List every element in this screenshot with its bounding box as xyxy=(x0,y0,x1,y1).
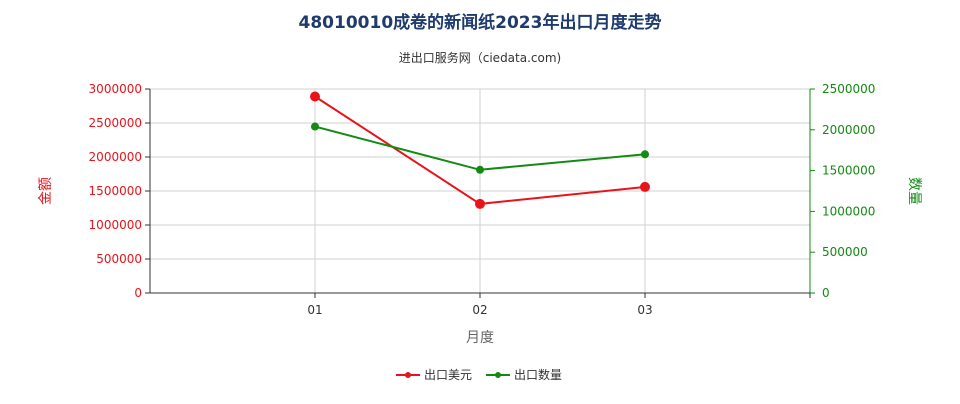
legend-swatch-marker xyxy=(495,372,501,378)
y-right-tick-label: 500000 xyxy=(822,245,868,259)
axes: 0 500000 1000000 1500000 2000000 2500000 30000… xyxy=(89,82,876,317)
x-tick-label: 03 xyxy=(637,303,652,317)
legend-label: 出口数量 xyxy=(514,367,562,382)
x-axis-label: 月度 xyxy=(466,330,494,346)
legend-label: 出口美元 xyxy=(424,368,472,382)
y-axis-left-label: 金额 xyxy=(38,177,54,205)
series-1-point xyxy=(310,91,320,102)
y-right-tick-label: 1500000 xyxy=(822,164,875,178)
y-right-tick-label: 0 xyxy=(822,286,830,300)
legend-swatch-marker xyxy=(405,372,411,378)
series-1-point xyxy=(640,181,650,192)
y-left-tick-label: 3000000 xyxy=(89,82,142,96)
legend-item: 出口数量 xyxy=(486,367,562,382)
y-left-tick-label: 500000 xyxy=(96,252,142,266)
series-layer xyxy=(310,91,650,209)
y-right-tick-label: 1000000 xyxy=(822,204,875,218)
series-2-point xyxy=(476,165,484,174)
series-2-point xyxy=(311,122,319,131)
series-2-point xyxy=(641,150,649,159)
chart-subtitle: 进出口服务网（ciedata.com) xyxy=(399,50,561,65)
y-right-tick-label: 2000000 xyxy=(822,123,875,137)
chart-title: 48010010成卷的新闻纸2023年出口月度走势 xyxy=(299,12,662,33)
y-axis-right-label: 数量 xyxy=(906,177,922,205)
y-left-tick-label: 2500000 xyxy=(89,116,142,130)
y-left-tick-label: 1500000 xyxy=(89,184,142,198)
legend-item: 出口美元 xyxy=(396,368,472,382)
y-right-tick-label: 2500000 xyxy=(822,82,875,96)
legend: 出口美元 出口数量 xyxy=(396,367,562,382)
grid xyxy=(150,88,810,293)
x-tick-label: 02 xyxy=(472,303,487,317)
y-left-tick-label: 2000000 xyxy=(89,150,142,164)
series-1-point xyxy=(475,198,485,209)
y-left-tick-label: 0 xyxy=(134,286,142,300)
y-left-tick-label: 1000000 xyxy=(89,218,142,232)
x-tick-label: 01 xyxy=(307,303,322,317)
